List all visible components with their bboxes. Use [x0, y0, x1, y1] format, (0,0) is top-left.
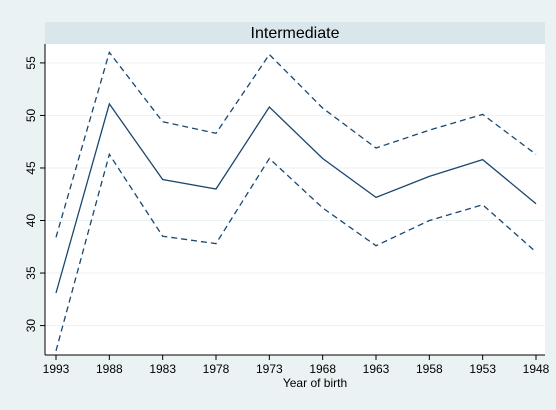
x-tick-label: 1973	[256, 362, 283, 376]
x-tick-label: 1988	[96, 362, 123, 376]
y-tick-label: 40	[24, 214, 38, 228]
x-tick-label: 1958	[416, 362, 443, 376]
x-axis-title: Year of birth	[283, 376, 347, 390]
title-band	[45, 22, 545, 44]
x-tick-label: 1993	[43, 362, 70, 376]
x-tick-label: 1983	[149, 362, 176, 376]
line-series	[55, 102, 537, 294]
chart-title: Intermediate	[251, 25, 340, 42]
x-tick-label: 1948	[523, 362, 550, 376]
y-tick-label: 35	[24, 266, 38, 280]
line-series	[55, 152, 537, 351]
y-tick-label: 55	[24, 56, 38, 70]
x-tick-label: 1953	[469, 362, 496, 376]
x-tick-label: 1968	[309, 362, 336, 376]
plot-area	[45, 44, 545, 355]
y-tick-label: 45	[24, 161, 38, 175]
y-tick-label: 50	[24, 108, 38, 122]
line-series	[55, 50, 537, 238]
x-tick-label: 1978	[203, 362, 230, 376]
y-tick-label: 30	[24, 319, 38, 333]
x-tick-label: 1963	[363, 362, 390, 376]
